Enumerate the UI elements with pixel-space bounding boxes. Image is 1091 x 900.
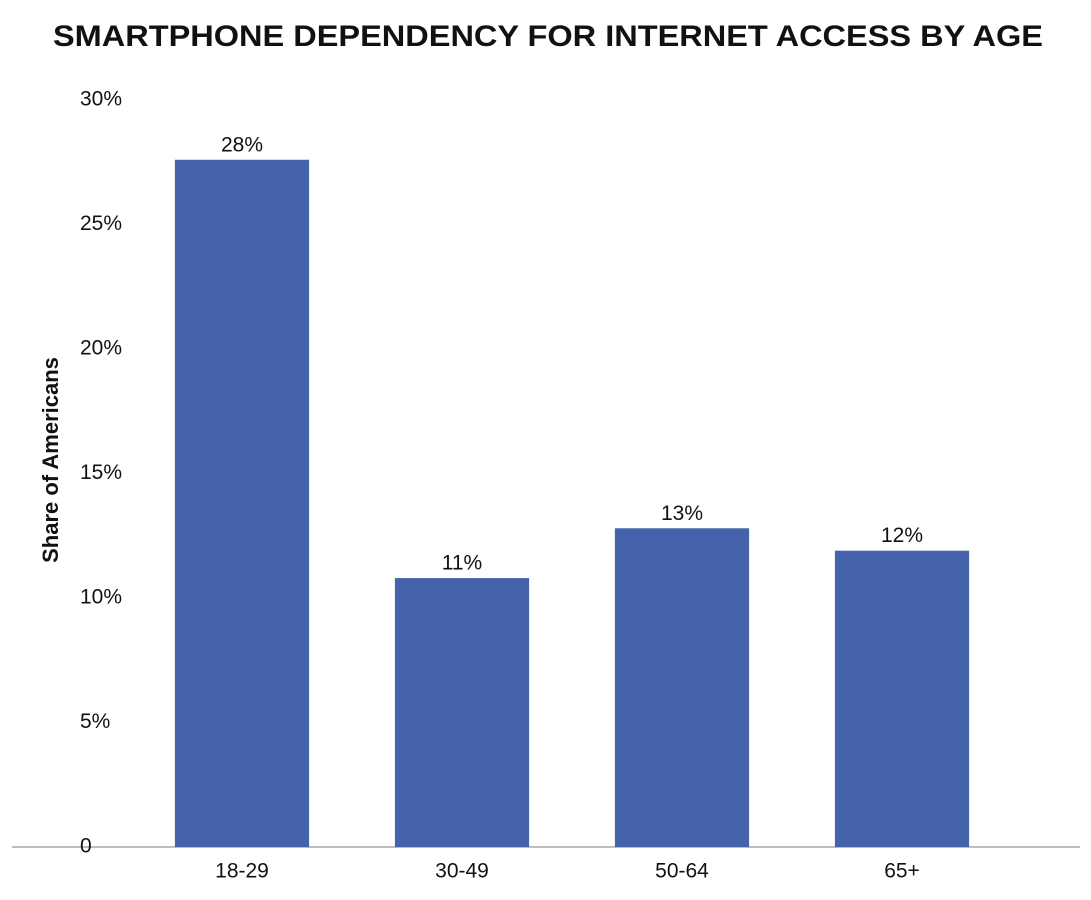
y-tick-label: 20%: [80, 337, 122, 360]
x-tick-label: 18-29: [215, 860, 269, 883]
x-tick-label: 50-64: [655, 860, 709, 883]
y-tick-label: 5%: [80, 710, 110, 733]
y-tick-label: 10%: [80, 586, 122, 609]
bar: [394, 578, 530, 847]
bar: [834, 550, 970, 847]
data-label: 12%: [881, 524, 923, 547]
y-tick-label: 25%: [80, 212, 122, 235]
chart-title: SMARTPHONE DEPENDENCY FOR INTERNET ACCES…: [53, 20, 1043, 53]
data-label: 28%: [221, 133, 263, 156]
bar: [174, 159, 310, 847]
y-tick-label: 15%: [80, 461, 122, 484]
y-tick-label: 0: [80, 835, 92, 858]
data-label: 13%: [661, 502, 703, 525]
bar: [614, 528, 750, 847]
y-tick-label: 30%: [80, 88, 122, 111]
data-label: 11%: [442, 552, 482, 575]
y-axis-title: Share of Americans: [38, 357, 63, 563]
x-tick-label: 65+: [884, 860, 920, 883]
x-tick-label: 30-49: [435, 860, 489, 883]
